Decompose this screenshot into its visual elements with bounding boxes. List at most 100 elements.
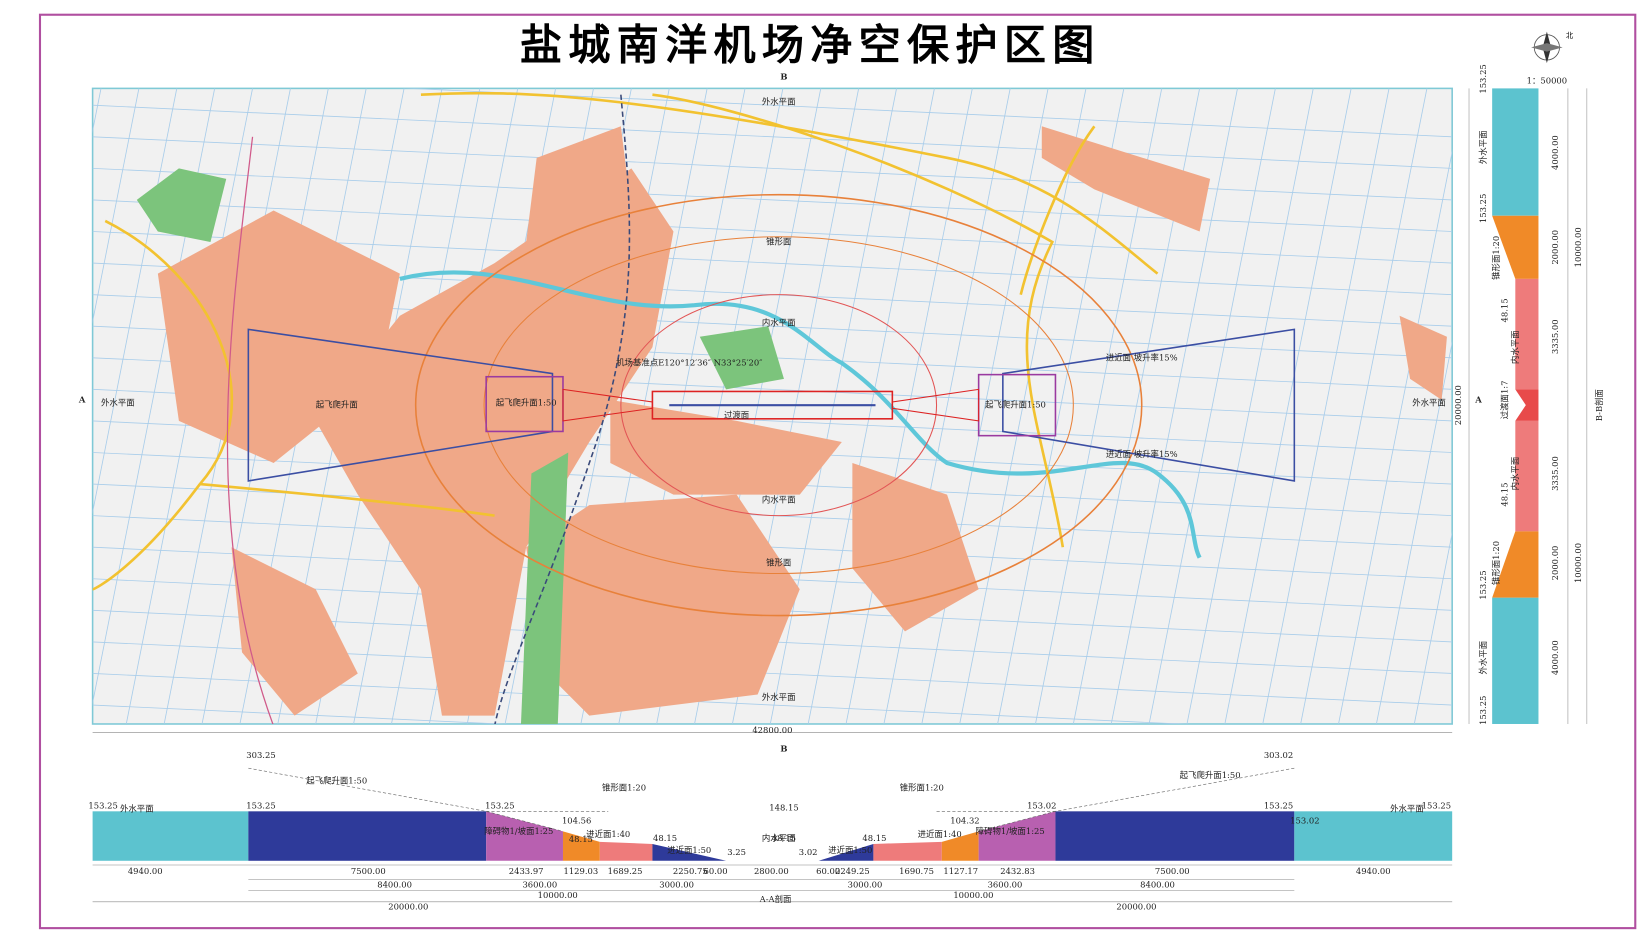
- map-road: [997, 88, 1125, 724]
- bb-label: 153.25: [1478, 570, 1488, 599]
- bb-label: 过渡面1:7: [1499, 380, 1509, 419]
- map-road: [92, 88, 140, 324]
- map-road: [92, 167, 1453, 232]
- dimension-label: 1127.17: [943, 866, 978, 876]
- map-road: [92, 88, 102, 133]
- surface-label: 外水平面: [1390, 804, 1424, 814]
- dimension-label: 8400.00: [377, 879, 412, 889]
- map-label: 过渡面: [724, 410, 749, 420]
- surface-label: 起飞爬升面1:50: [306, 775, 367, 785]
- map-road: [1413, 531, 1453, 724]
- map-label: 进近面 坡升率15%: [1106, 449, 1178, 459]
- map-road: [1148, 88, 1276, 724]
- map-label: 起飞爬升面1:50: [496, 398, 557, 408]
- elevation-label: 153.25: [1422, 801, 1451, 811]
- bb-label: 4000.00: [1550, 640, 1560, 675]
- section-marker: B: [780, 71, 787, 81]
- dimension-label: 10000.00: [953, 890, 993, 900]
- surface-label: 障碍物1/坡面1:25: [484, 826, 553, 836]
- elevation-label: 153.25: [88, 801, 117, 811]
- map-road: [1338, 149, 1453, 724]
- surface-label: 障碍物1/坡面1:25: [976, 826, 1045, 836]
- dimension-label: 3600.00: [522, 879, 557, 889]
- map-road: [0, 88, 63, 724]
- dimension-label: 1129.03: [563, 866, 598, 876]
- surface-label: 锥形面1:20: [900, 783, 944, 793]
- dimension-label: 3000.00: [848, 879, 883, 889]
- map-road: [92, 199, 1453, 264]
- map-road: [1300, 88, 1428, 724]
- section-marker: B: [780, 744, 787, 754]
- surface-label: 进近面1:50: [828, 845, 872, 855]
- dimension-label: 7500.00: [351, 866, 386, 876]
- elevation-label: 48.15: [772, 833, 796, 843]
- map-label: 锥形面: [766, 557, 791, 567]
- elevation-label: 153.25: [246, 801, 275, 811]
- map-road: [92, 136, 1453, 201]
- elevation-label: 3.02: [799, 847, 818, 857]
- map-road: [92, 704, 510, 724]
- map-label: 起飞爬升面: [316, 400, 358, 410]
- surface-label: 进近面1:40: [586, 829, 630, 839]
- dimension-label: 20000.00: [1116, 902, 1156, 912]
- map-road: [1375, 340, 1453, 724]
- elevation-label: 303.25: [246, 750, 275, 760]
- elevation-label: 153.25: [1264, 801, 1293, 811]
- bb-label: 20000.00: [1453, 385, 1463, 425]
- map-road: [1262, 88, 1390, 724]
- frame: [38, 13, 1637, 930]
- dimension-label: 1689.25: [608, 866, 643, 876]
- elevation-label: 153.25: [485, 801, 514, 811]
- elevation-label: 153.02: [1027, 801, 1056, 811]
- dimension-label: 2800.00: [754, 866, 789, 876]
- bb-label: 2000.00: [1550, 546, 1560, 581]
- bb-label: 2000.00: [1550, 230, 1560, 265]
- map-label: 内水平面: [762, 494, 796, 504]
- bb-label: 内水平面: [1510, 457, 1520, 491]
- dimension-label: 10000.00: [538, 890, 578, 900]
- elevation-label: 3.25: [727, 847, 746, 857]
- bb-label: 外水平面: [1478, 131, 1488, 165]
- dimension-label: 60.00: [704, 866, 728, 876]
- map-label: 外水平面: [762, 692, 796, 702]
- map-label: 外水平面: [762, 97, 796, 107]
- elevation-label: 148.15: [769, 803, 798, 813]
- bb-label: 3335.00: [1550, 456, 1560, 491]
- dimension-label: 60.00: [816, 866, 840, 876]
- aa-section: 153.25 303.25 153.25 153.25 104.56 48.15 48.15…: [88, 750, 1453, 912]
- bb-label: 10000.00: [1573, 543, 1583, 583]
- map-label: 进近面 坡升率15%: [1106, 352, 1178, 362]
- map-road: [400, 88, 1453, 138]
- dimension-label: 2250.75: [673, 866, 708, 876]
- bb-label: 锥形面1:20: [1491, 541, 1501, 585]
- scale: 1：50000: [1527, 76, 1568, 86]
- dimension-label: 1690.75: [899, 866, 934, 876]
- dimension-label: 2432.83: [1000, 866, 1035, 876]
- elevation-label: 303.02: [1264, 750, 1293, 760]
- bb-label: 4000.00: [1550, 135, 1560, 170]
- dimension-label: 20000.00: [388, 902, 428, 912]
- dimension-label: 3600.00: [988, 879, 1023, 889]
- bb-label: 153.25: [1478, 64, 1488, 93]
- map-road: [92, 515, 1453, 580]
- dimension-label: 4940.00: [1356, 866, 1391, 876]
- map-road: [845, 88, 973, 724]
- bb-label: 锥形面1:20: [1491, 236, 1501, 280]
- map-label: 内水平面: [762, 318, 796, 328]
- bb-section: 外水平面 4000.00 锥形面1:20 2000.00 10000.00 内水平面 333…: [1453, 64, 1604, 725]
- compass-label: 北: [1566, 31, 1574, 40]
- surface-label: 进近面1:50: [667, 845, 711, 855]
- dimension-label: 7500.00: [1155, 866, 1190, 876]
- dimension-label: 2249.25: [835, 866, 870, 876]
- map-road: [1186, 88, 1314, 724]
- map-label: 锥形面: [766, 237, 791, 247]
- map-label: 外水平面: [101, 398, 135, 408]
- surface-label: 起飞爬升面1:50: [1180, 770, 1241, 780]
- elevation-label: 48.15: [653, 833, 677, 843]
- elevation-label: 153.02: [1290, 815, 1319, 825]
- dimension-label: 2433.97: [509, 866, 544, 876]
- section-title: B-B剖面: [1594, 389, 1604, 421]
- elevation-label: 104.56: [562, 815, 591, 825]
